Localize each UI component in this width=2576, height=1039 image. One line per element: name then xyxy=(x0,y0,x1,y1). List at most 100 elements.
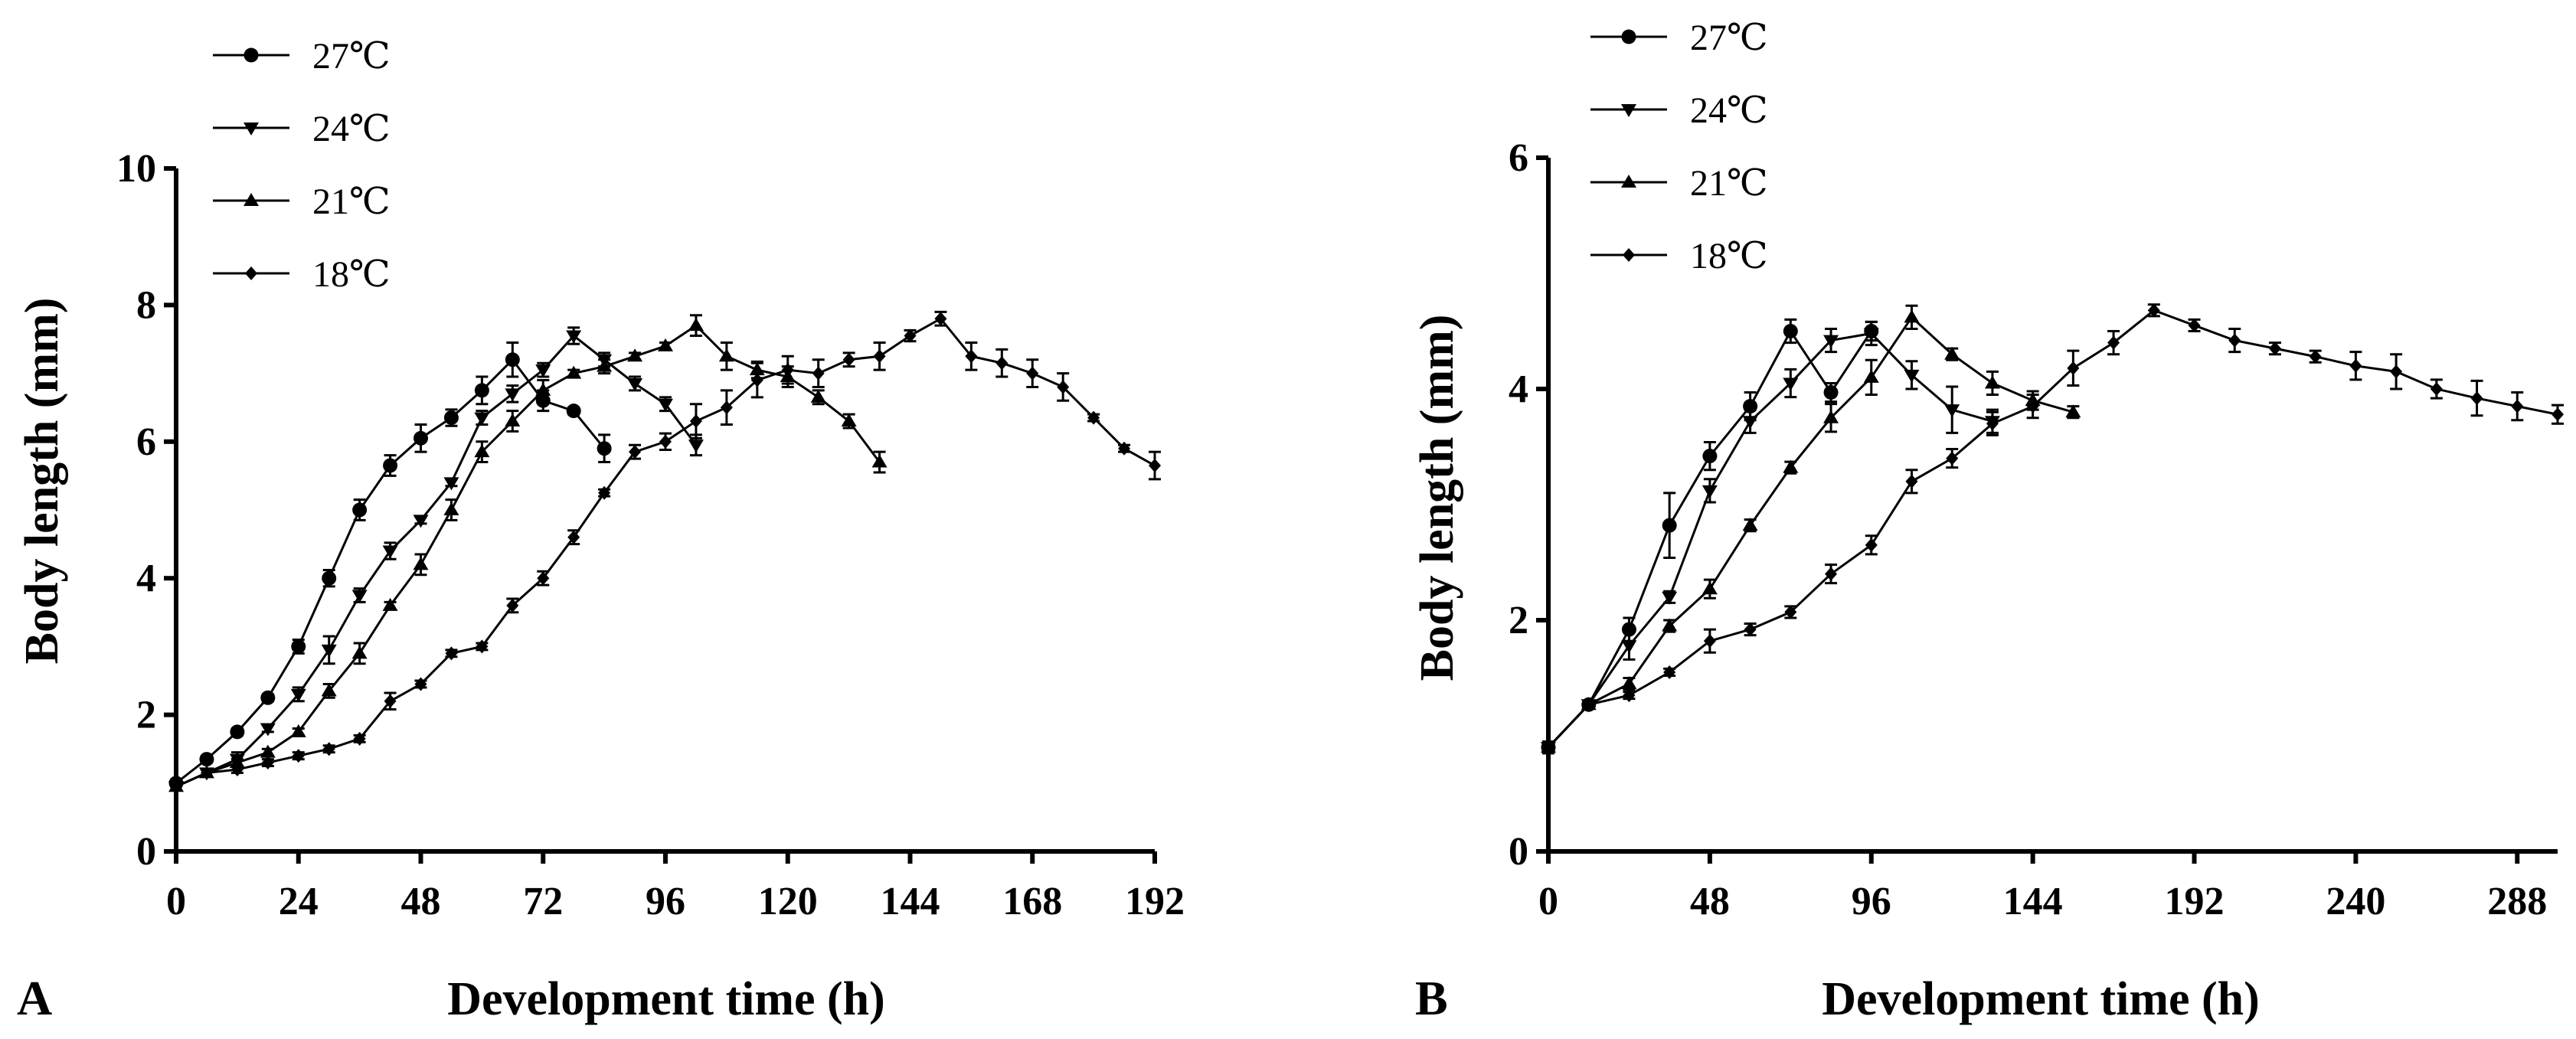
series-18-point-b-5 xyxy=(1744,622,1757,637)
x-tick-label-b-6: 288 xyxy=(2487,880,2547,923)
legend-marker-b-3 xyxy=(1623,248,1635,262)
series-18-point-a-3 xyxy=(261,756,274,770)
series-27-b xyxy=(1541,318,1879,755)
series-24-point-a-8 xyxy=(413,515,429,528)
series-27-point-a-14 xyxy=(597,441,612,456)
series-18-point-b-10 xyxy=(1946,451,1959,466)
series-18-point-b-3 xyxy=(1663,665,1676,679)
series-24-point-b-8 xyxy=(1863,328,1879,341)
series-24-point-b-4 xyxy=(1702,485,1718,498)
series-18-point-b-1 xyxy=(1582,698,1595,712)
x-tick-label-a-3: 72 xyxy=(523,880,563,923)
series-21-point-a-5 xyxy=(321,683,337,697)
series-27-point-a-8 xyxy=(414,430,428,446)
legend-item-b-1: 24℃ xyxy=(1590,90,1768,131)
series-21-point-a-6 xyxy=(351,645,368,659)
series-18-point-a-14 xyxy=(598,485,611,500)
x-axis-title-b: Development time (h) xyxy=(1822,973,2260,1025)
series-21-point-a-8 xyxy=(413,557,429,570)
series-21-point-b-10 xyxy=(1944,346,1960,360)
series-21-point-b-11 xyxy=(1984,375,2000,389)
series-21-point-a-22 xyxy=(841,413,857,427)
series-27-point-a-11 xyxy=(505,352,520,368)
series-21-point-a-17 xyxy=(688,318,704,332)
series-18-point-b-22 xyxy=(2430,382,2443,396)
series-18-line-b xyxy=(1547,309,2558,749)
legend-label-a-2: 21℃ xyxy=(312,181,391,222)
y-tick-label-a-1: 2 xyxy=(136,694,156,737)
series-24-point-a-6 xyxy=(351,590,368,603)
legend-marker-b-0 xyxy=(1621,29,1636,44)
series-21-point-a-10 xyxy=(474,444,490,458)
series-24-point-b-10 xyxy=(1944,404,1960,418)
series-24-point-a-15 xyxy=(627,377,643,391)
series-18-point-a-9 xyxy=(445,646,458,661)
series-24-point-b-2 xyxy=(1621,640,1637,654)
series-18-a xyxy=(170,310,1161,794)
series-24-point-a-10 xyxy=(474,412,490,426)
series-27-point-b-7 xyxy=(1823,385,1839,400)
legend-item-a-2: 21℃ xyxy=(213,181,391,222)
series-21-point-a-2 xyxy=(229,755,245,769)
y-tick-label-b-0: 0 xyxy=(1509,830,1528,874)
panel-b: 27℃ 24℃ 21℃ 18℃ 0 2 4 6 0 48 96 144 192 240 288 Devel… xyxy=(1411,18,2564,1025)
series-21-point-a-14 xyxy=(597,358,613,372)
legend-label-a-0: 27℃ xyxy=(312,36,391,77)
series-18-point-b-19 xyxy=(2309,349,2322,364)
series-21-point-b-5 xyxy=(1742,518,1758,531)
series-18-point-b-17 xyxy=(2228,333,2241,348)
series-24-point-b-7 xyxy=(1823,335,1839,348)
series-18-point-a-31 xyxy=(1118,441,1131,456)
series-18-point-a-26 xyxy=(965,349,978,364)
legend-item-b-3: 18℃ xyxy=(1590,236,1768,276)
x-tick-label-a-2: 48 xyxy=(401,880,441,923)
series-18-point-a-17 xyxy=(689,414,702,429)
legend-label-a-1: 24℃ xyxy=(312,109,391,149)
series-18-point-a-11 xyxy=(506,598,519,613)
legend-item-a-1: 24℃ xyxy=(213,109,391,149)
series-21-line-b xyxy=(1547,315,2074,749)
series-18-point-b-8 xyxy=(1865,537,1878,552)
series-24-point-b-9 xyxy=(1904,369,1920,383)
series-21-point-a-3 xyxy=(260,744,276,758)
series-18-point-b-0 xyxy=(1542,740,1554,755)
y-axis-title-a: Body length (mm) xyxy=(16,298,68,665)
series-21-point-a-12 xyxy=(535,382,551,396)
series-18-point-b-16 xyxy=(2188,318,2201,332)
series-27-point-b-6 xyxy=(1783,324,1798,338)
series-27-point-b-2 xyxy=(1621,622,1636,637)
series-24-point-a-16 xyxy=(658,398,673,412)
series-21-point-a-18 xyxy=(718,348,734,362)
series-18-point-a-28 xyxy=(1026,366,1039,381)
series-18-point-a-13 xyxy=(567,530,580,544)
legend-label-a-3: 18℃ xyxy=(312,254,391,295)
x-tick-label-a-8: 192 xyxy=(1125,880,1185,923)
series-18-point-a-15 xyxy=(629,445,642,459)
series-18-point-a-1 xyxy=(200,766,213,780)
series-18-point-a-2 xyxy=(230,762,244,776)
series-18-point-b-12 xyxy=(2026,399,2039,413)
series-24-point-b-6 xyxy=(1783,377,1799,391)
series-18-point-a-22 xyxy=(842,352,855,367)
series-18-point-a-10 xyxy=(476,639,489,654)
series-24-point-a-12 xyxy=(535,364,551,378)
series-18-point-a-20 xyxy=(781,363,794,377)
series-18-point-b-6 xyxy=(1784,605,1797,619)
y-axis-title-b: Body length (mm) xyxy=(1411,315,1463,681)
x-tick-label-b-4: 192 xyxy=(2165,880,2225,923)
plot-a xyxy=(168,310,1161,795)
series-27-point-a-2 xyxy=(230,724,245,740)
series-24-point-a-13 xyxy=(566,330,582,344)
series-18-point-a-21 xyxy=(812,366,825,381)
legend-marker-a-3 xyxy=(245,266,257,280)
series-18-point-a-8 xyxy=(414,677,427,691)
series-21-point-a-13 xyxy=(566,365,582,379)
series-24-point-a-4 xyxy=(290,688,306,702)
series-24-point-b-3 xyxy=(1662,591,1678,605)
series-24-point-a-9 xyxy=(443,477,459,491)
x-tick-label-a-1: 24 xyxy=(279,880,319,923)
series-18-point-b-21 xyxy=(2390,364,2403,379)
y-tick-label-a-2: 4 xyxy=(136,557,156,600)
